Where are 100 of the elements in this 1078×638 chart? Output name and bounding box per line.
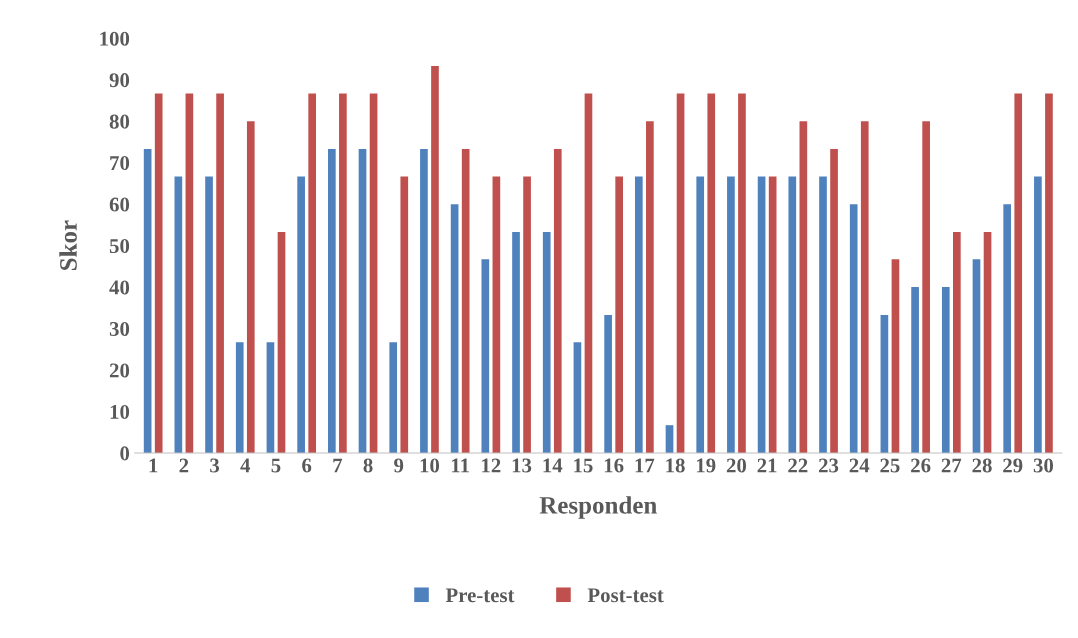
y-tick-label: 80 xyxy=(109,114,130,129)
bar xyxy=(1014,93,1023,453)
x-tick-label: 9 xyxy=(394,458,404,473)
x-tick-label: 13 xyxy=(512,458,532,473)
bar xyxy=(738,93,746,453)
bar xyxy=(880,314,889,453)
bar xyxy=(707,93,716,453)
bar xyxy=(205,176,213,453)
bar xyxy=(860,121,869,453)
x-tick-label: 27 xyxy=(941,458,962,473)
legend-label: Pre-test xyxy=(445,588,515,603)
y-tick-label: 60 xyxy=(109,197,130,212)
bar xyxy=(389,342,398,453)
x-tick-label: 28 xyxy=(972,458,992,473)
bar xyxy=(542,231,551,453)
bar xyxy=(757,176,766,453)
x-tick-label: 30 xyxy=(1033,458,1054,473)
x-tick-label: 11 xyxy=(451,458,469,473)
bar xyxy=(512,231,520,453)
bar xyxy=(788,176,797,453)
bar xyxy=(246,121,255,453)
bar xyxy=(941,287,950,453)
bar xyxy=(523,176,531,453)
x-tick-label: 16 xyxy=(604,458,624,473)
y-axis-title: Skor xyxy=(59,220,77,270)
bar xyxy=(615,176,623,453)
bar xyxy=(174,176,183,453)
x-tick-label: 14 xyxy=(543,458,563,473)
x-tick-label: 25 xyxy=(880,458,900,473)
x-tick-label: 26 xyxy=(911,458,931,473)
bar xyxy=(216,93,224,453)
x-tick-label: 6 xyxy=(302,458,312,473)
x-tick-label: 20 xyxy=(726,458,747,473)
y-tick-label: 100 xyxy=(100,31,130,46)
bar xyxy=(277,231,286,453)
bar xyxy=(308,93,317,453)
bar xyxy=(696,176,705,453)
x-tick-label: 15 xyxy=(574,458,593,473)
x-tick-label: 22 xyxy=(788,458,808,473)
bar xyxy=(492,176,501,453)
bar xyxy=(1034,176,1042,453)
x-tick-label: 17 xyxy=(635,458,655,473)
y-tick-label: 40 xyxy=(109,280,130,295)
y-tick-label: 0 xyxy=(120,446,130,461)
bar xyxy=(799,121,808,453)
x-tick-label: 23 xyxy=(818,458,839,473)
x-tick-label: 4 xyxy=(240,458,251,473)
bar xyxy=(727,176,735,453)
x-axis-title: Responden xyxy=(539,496,657,519)
bar xyxy=(634,176,643,453)
bar xyxy=(1045,93,1053,453)
bar xyxy=(891,259,900,453)
bar xyxy=(431,66,439,453)
bar xyxy=(327,149,336,453)
x-tick-label: 19 xyxy=(696,458,716,473)
bar xyxy=(461,149,470,453)
bar xyxy=(830,149,838,453)
bar xyxy=(358,149,367,453)
bar xyxy=(604,314,612,453)
bar xyxy=(584,93,593,453)
bar xyxy=(676,93,685,453)
legend-label: Post-test xyxy=(587,588,664,603)
bar xyxy=(911,287,919,453)
y-tick-label: 30 xyxy=(109,321,130,336)
y-tick-label: 10 xyxy=(110,404,130,419)
x-tick-label: 21 xyxy=(757,458,777,473)
x-tick-label: 2 xyxy=(179,458,189,473)
x-tick-label: 24 xyxy=(849,458,870,473)
bar xyxy=(922,121,930,453)
x-tick-label: 10 xyxy=(420,458,440,473)
bar xyxy=(646,121,654,453)
y-tick-label: 70 xyxy=(110,156,130,171)
y-tick-label: 20 xyxy=(109,363,130,378)
x-tick-label: 1 xyxy=(149,458,158,473)
bar xyxy=(553,149,562,453)
bar xyxy=(154,93,163,453)
y-tick-label: 90 xyxy=(109,73,130,88)
bar xyxy=(450,204,459,453)
bar xyxy=(235,342,244,453)
bar xyxy=(481,259,490,453)
x-tick-label: 12 xyxy=(482,458,501,473)
bar xyxy=(369,93,378,453)
bar xyxy=(983,231,992,453)
bar xyxy=(972,259,981,453)
x-tick-label: 5 xyxy=(271,458,281,473)
bar xyxy=(185,93,194,453)
x-tick-label: 3 xyxy=(210,458,220,473)
x-tick-label: 18 xyxy=(666,458,685,473)
bar xyxy=(849,204,858,453)
bar xyxy=(420,149,428,453)
bar xyxy=(143,149,152,453)
x-tick-label: 29 xyxy=(1003,458,1023,473)
bar xyxy=(400,176,409,453)
bar xyxy=(573,342,582,453)
y-tick-label: 50 xyxy=(109,239,130,254)
x-tick-label: 7 xyxy=(333,458,343,473)
bar xyxy=(297,176,305,453)
bar xyxy=(953,231,961,453)
x-tick-label: 8 xyxy=(363,458,373,473)
bar xyxy=(1003,204,1012,453)
